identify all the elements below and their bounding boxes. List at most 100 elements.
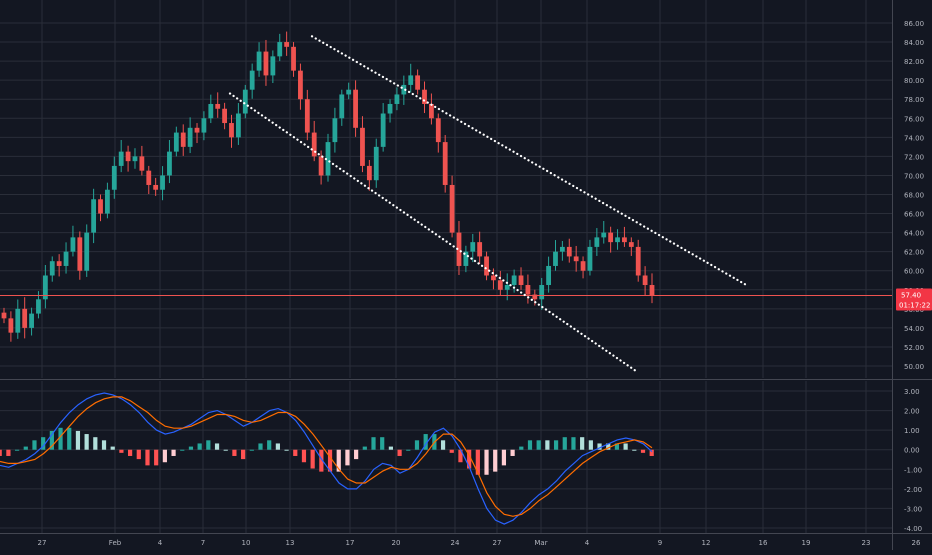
price-tick-label: 80.00 — [904, 77, 924, 85]
candle-body — [111, 165, 117, 190]
candle-body — [649, 285, 655, 296]
price-panel[interactable] — [0, 31, 892, 373]
candle-body — [180, 132, 186, 147]
macd-tick-label: 2.00 — [904, 408, 920, 416]
macd-histogram-bar — [327, 449, 333, 472]
candle-body — [22, 308, 28, 328]
macd-histogram-bar — [206, 440, 211, 450]
macd-histogram-bar — [119, 449, 124, 453]
candle-body — [470, 242, 476, 252]
macd-histogram-bar — [180, 449, 185, 451]
time-tick-label: 27 — [38, 539, 47, 547]
macd-histogram-bar — [458, 449, 463, 463]
candle-body — [532, 294, 538, 300]
candle-body — [353, 89, 358, 128]
candle-body — [339, 94, 345, 119]
candle-body — [29, 313, 34, 328]
candle-body — [491, 275, 496, 281]
macd-histogram-bar — [354, 449, 359, 460]
candle-body — [601, 232, 607, 238]
candle-body — [84, 232, 90, 271]
time-tick-label: 19 — [802, 539, 811, 547]
candle-body — [167, 151, 172, 176]
candle-body — [77, 237, 83, 271]
macd-histogram-bar — [188, 446, 194, 450]
candle-body — [194, 127, 200, 133]
candle-body — [42, 275, 48, 300]
candle-body — [311, 132, 317, 157]
candle-body — [422, 89, 427, 104]
candle-body — [635, 246, 641, 276]
macd-histogram-bar — [154, 449, 159, 466]
macd-tick-label: -3.00 — [904, 505, 922, 513]
candle-body — [270, 56, 276, 76]
time-tick-label: 16 — [759, 539, 768, 547]
macd-histogram-bar — [336, 449, 341, 472]
macd-histogram-bar — [75, 430, 81, 450]
candle-body — [277, 42, 283, 57]
candle-body — [215, 103, 221, 109]
price-tick-label: 74.00 — [904, 134, 924, 142]
candle-body — [249, 70, 255, 90]
time-tick-label: Feb — [109, 539, 122, 547]
candle-body — [366, 165, 372, 181]
candle-body — [36, 299, 41, 314]
candle-body — [63, 251, 69, 266]
macd-tick-label: 3.00 — [904, 388, 920, 396]
macd-histogram-bar — [93, 437, 98, 450]
candle-body — [463, 251, 469, 266]
candle-body — [256, 51, 262, 71]
macd-panel[interactable] — [0, 392, 654, 525]
lower-channel-line[interactable] — [228, 92, 639, 373]
candle-body — [139, 156, 145, 171]
macd-histogram-bar — [49, 430, 54, 450]
candle-body — [153, 184, 159, 190]
macd-histogram-bar — [310, 449, 315, 469]
candle-body — [539, 285, 545, 300]
price-tick-label: 86.00 — [904, 20, 924, 28]
macd-tick-label: 0.00 — [904, 447, 920, 455]
candle-body — [291, 46, 296, 71]
candle-body — [105, 189, 110, 214]
macd-histogram-bar — [301, 449, 307, 463]
macd-histogram-bar — [414, 440, 420, 450]
price-tick-label: 72.00 — [904, 153, 924, 161]
candle-body — [573, 256, 579, 262]
candle-body — [125, 151, 131, 162]
candle-body — [235, 113, 241, 138]
candle-body — [222, 108, 227, 124]
macd-histogram-bar — [493, 449, 498, 472]
candle-body — [546, 265, 551, 286]
macd-histogram-bar — [588, 440, 593, 450]
time-tick-label: 24 — [451, 539, 460, 547]
candle-body — [229, 123, 234, 138]
macd-histogram-bar — [553, 440, 559, 450]
macd-histogram-bar — [406, 449, 411, 451]
macd-histogram-bar — [6, 449, 11, 456]
macd-histogram-bar — [388, 446, 393, 450]
price-tick-label: 84.00 — [904, 39, 924, 47]
macd-histogram-bar — [32, 440, 37, 450]
macd-histogram-bar — [562, 437, 567, 450]
candle-body — [401, 84, 407, 95]
macd-histogram-bar — [501, 449, 507, 466]
macd-histogram-bar — [293, 449, 298, 456]
macd-histogram-bar — [275, 443, 280, 450]
candle-body — [242, 89, 248, 114]
candle-body — [477, 242, 483, 257]
candle-body — [118, 151, 124, 166]
candle-body — [70, 237, 76, 252]
macd-tick-label: 1.00 — [904, 427, 920, 435]
candle-body — [518, 275, 524, 286]
macd-histogram-bar — [223, 449, 228, 451]
candle-body — [615, 237, 620, 243]
time-tick-label: 4 — [158, 539, 163, 547]
macd-histogram-bar — [84, 434, 89, 450]
macd-histogram-bar — [128, 449, 133, 456]
macd-histogram-bar — [249, 449, 254, 451]
price-marker-countdown: 01:17:22 — [899, 301, 930, 309]
candle-body — [346, 89, 352, 95]
candle-body — [304, 99, 310, 133]
